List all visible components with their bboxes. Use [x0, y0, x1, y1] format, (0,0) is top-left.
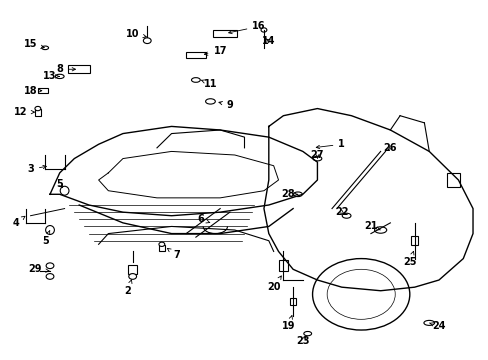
Text: 16: 16 — [228, 21, 265, 34]
Text: 5: 5 — [56, 179, 63, 189]
Ellipse shape — [60, 186, 69, 195]
Text: 21: 21 — [364, 221, 380, 231]
Circle shape — [159, 242, 164, 247]
Circle shape — [46, 263, 54, 269]
Text: 18: 18 — [24, 86, 41, 96]
Text: 23: 23 — [296, 336, 309, 346]
Bar — [35, 109, 41, 116]
Text: 6: 6 — [197, 214, 209, 224]
Text: 10: 10 — [126, 28, 146, 39]
Ellipse shape — [41, 46, 48, 50]
Circle shape — [261, 28, 266, 32]
Ellipse shape — [45, 226, 54, 234]
Text: 11: 11 — [201, 78, 217, 89]
Text: 5: 5 — [41, 230, 50, 246]
Bar — [159, 245, 164, 251]
Circle shape — [312, 258, 409, 330]
Text: 3: 3 — [27, 164, 46, 174]
Bar — [410, 236, 417, 245]
Ellipse shape — [423, 320, 434, 325]
Ellipse shape — [55, 74, 64, 78]
Bar — [128, 265, 137, 274]
Text: 1: 1 — [316, 139, 345, 149]
Ellipse shape — [303, 332, 311, 336]
Text: 2: 2 — [124, 280, 132, 296]
Bar — [447, 173, 459, 187]
Text: 19: 19 — [281, 316, 294, 332]
Text: 8: 8 — [56, 64, 75, 74]
Ellipse shape — [293, 192, 302, 197]
Ellipse shape — [205, 99, 215, 104]
Circle shape — [326, 269, 394, 319]
Circle shape — [143, 38, 151, 44]
Bar — [289, 298, 295, 305]
Text: 24: 24 — [428, 321, 445, 332]
Circle shape — [46, 274, 54, 279]
Text: 29: 29 — [29, 264, 49, 274]
Text: 13: 13 — [43, 71, 60, 81]
Text: 7: 7 — [167, 248, 180, 260]
Bar — [278, 260, 287, 271]
Text: 12: 12 — [14, 107, 35, 117]
Text: 25: 25 — [402, 251, 416, 267]
Text: 27: 27 — [310, 150, 324, 160]
Bar — [38, 88, 47, 93]
Ellipse shape — [191, 78, 200, 82]
Text: 9: 9 — [219, 100, 233, 110]
Bar — [212, 30, 237, 37]
Circle shape — [128, 274, 136, 279]
Text: 22: 22 — [334, 207, 348, 217]
Text: 15: 15 — [24, 39, 44, 49]
Circle shape — [35, 107, 41, 111]
Ellipse shape — [312, 156, 321, 161]
Text: 26: 26 — [383, 143, 396, 153]
Bar — [68, 65, 90, 73]
Ellipse shape — [374, 227, 386, 233]
Bar — [186, 52, 205, 58]
Text: 14: 14 — [262, 36, 275, 46]
Text: 28: 28 — [281, 189, 297, 199]
Text: 20: 20 — [266, 276, 281, 292]
Ellipse shape — [342, 213, 350, 218]
Text: 4: 4 — [13, 216, 25, 228]
Text: 17: 17 — [204, 46, 226, 57]
